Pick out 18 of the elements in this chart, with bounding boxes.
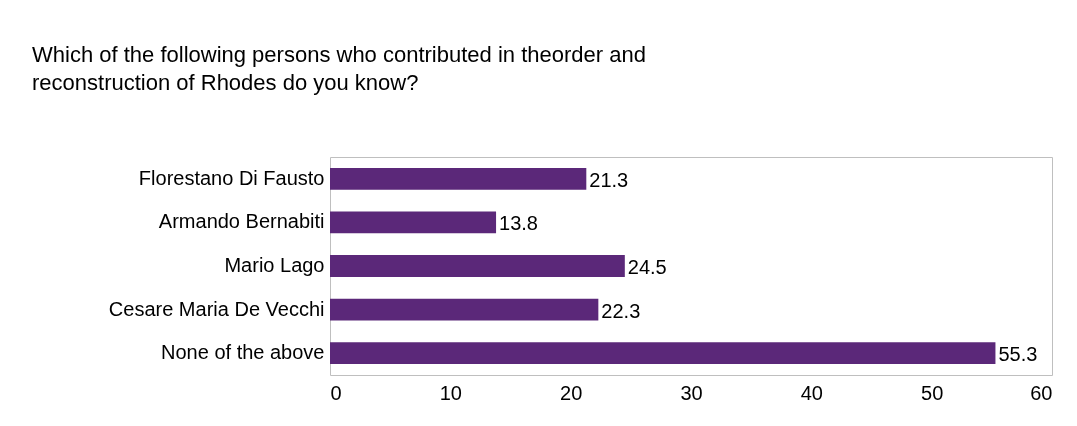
- x-tick-label: 30: [680, 381, 703, 404]
- y-tick-label: Armando Bernabiti: [158, 210, 325, 233]
- y-tick-label: Florestano Di Fausto: [138, 166, 325, 189]
- x-tick-label: 20: [560, 381, 583, 404]
- x-tick-label: 60: [1030, 381, 1053, 404]
- data-label: 55.3: [998, 343, 1038, 366]
- chart-title: Which of the following persons who contributed in theorder and reconstruction of Rhodes do you know?: [32, 42, 646, 95]
- y-tick-label: Mario Lago: [224, 254, 325, 276]
- x-tick-label: 50: [921, 381, 944, 404]
- data-label: 22.3: [601, 299, 641, 322]
- x-tick-label: 10: [439, 381, 462, 404]
- x-tick-label: 40: [800, 381, 823, 404]
- data-label: 21.3: [589, 168, 629, 191]
- data-label: 13.8: [499, 212, 538, 235]
- y-tick-label: None of the above: [161, 341, 325, 364]
- data-label: 24.5: [627, 256, 667, 278]
- x-tick-label: 0: [330, 381, 342, 404]
- y-tick-label: Cesare Maria De Vecchi: [108, 297, 325, 320]
